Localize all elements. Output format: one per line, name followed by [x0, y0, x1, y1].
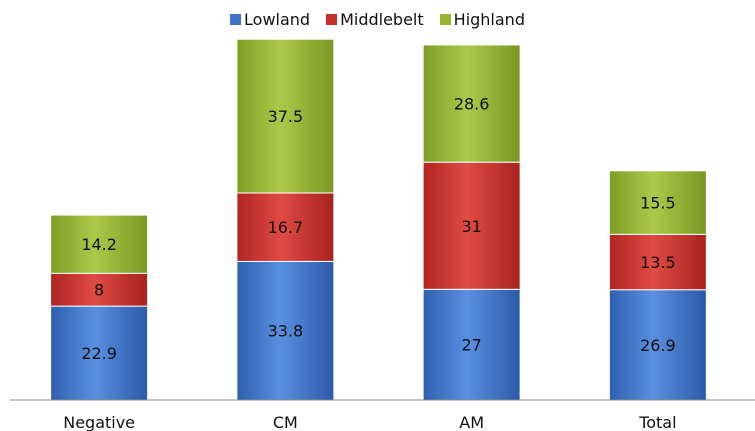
legend-item-lowland: Lowland — [230, 10, 310, 29]
x-tick-label-negative: Negative — [63, 413, 135, 431]
bar-negative-highland — [50, 214, 149, 274]
legend-swatch-highland — [439, 14, 451, 25]
bar-am-highland — [422, 44, 521, 163]
legend-label-lowland: Lowland — [244, 10, 311, 29]
legend-label-middlebelt: Middlebelt — [340, 10, 424, 29]
data-label-total-lowland: 26.9 — [640, 336, 676, 355]
data-label-cm-highland: 37.5 — [268, 107, 304, 126]
x-tick-label-total: Total — [638, 413, 676, 431]
legend-swatch-lowland — [230, 14, 242, 25]
data-label-am-lowland: 27 — [461, 336, 481, 355]
x-tick-label-cm: CM — [273, 413, 298, 431]
x-tick-label-am: AM — [459, 413, 484, 431]
bar-cm-middlebelt — [236, 192, 335, 262]
legend-item-highland: Highland — [439, 10, 525, 29]
legend-label-highland: Highland — [453, 10, 525, 29]
legend-swatch-middlebelt — [326, 14, 338, 25]
labels-layer: 22.9 8 14.2 Negative 33.8 16.7 37.5 CM 27 31 28.6 A… — [63, 95, 676, 431]
bar-am-middlebelt — [422, 161, 521, 290]
data-label-cm-middlebelt: 16.7 — [268, 218, 304, 237]
bar-total-middlebelt — [608, 233, 707, 291]
bar-negative-middlebelt — [50, 272, 149, 307]
data-label-cm-lowland: 33.8 — [268, 322, 304, 341]
legend-item-middlebelt: Middlebelt — [326, 10, 424, 29]
bar-total-highland — [608, 170, 707, 235]
data-label-total-highland: 15.5 — [640, 194, 676, 213]
data-label-negative-middlebelt: 8 — [94, 281, 104, 300]
legend: Lowland Middlebelt Highland — [0, 10, 755, 29]
data-label-total-middlebelt: 13.5 — [640, 253, 676, 272]
data-label-negative-highland: 14.2 — [81, 235, 117, 254]
data-label-negative-lowland: 22.9 — [81, 344, 117, 363]
bar-total-lowland — [608, 289, 707, 401]
bar-am-lowland — [422, 288, 521, 401]
data-label-am-highland: 28.6 — [454, 95, 490, 114]
bar-cm-highland — [236, 38, 335, 194]
data-label-am-middlebelt: 31 — [461, 217, 481, 236]
bars-layer — [50, 38, 707, 401]
